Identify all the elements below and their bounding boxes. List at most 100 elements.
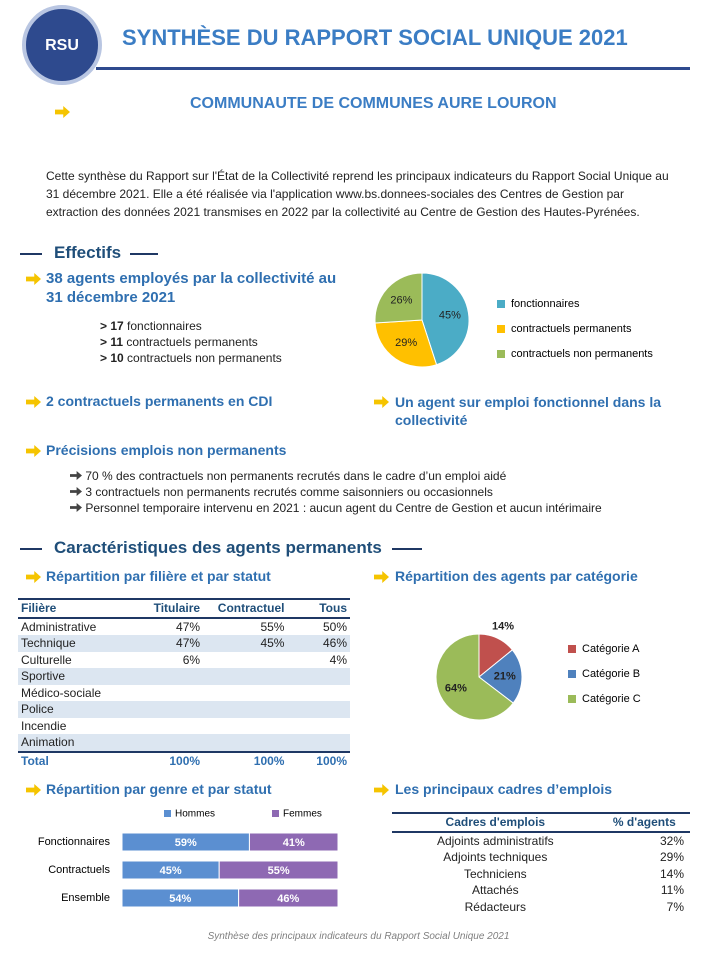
- arrow-icon: [374, 396, 389, 408]
- table-cell: 29%: [659, 850, 684, 865]
- legend-swatch: [568, 670, 576, 678]
- breakdown-list: > 17 fonctionnaires > 11 contractuels pe…: [100, 318, 282, 366]
- table-row: Incendie: [18, 718, 350, 735]
- table-cell: 47%: [176, 619, 201, 634]
- footer: Synthèse des principaux indicateurs du R…: [207, 931, 510, 942]
- table-cell: Adjoints techniques: [443, 850, 548, 865]
- count: > 17: [100, 319, 124, 333]
- column-header: % d'agents: [612, 815, 676, 830]
- table-row: Animation: [18, 734, 350, 752]
- column-header: Contractuel: [217, 601, 285, 616]
- table-cell: [287, 718, 350, 735]
- table-cell: [203, 685, 287, 702]
- slice-label: 29%: [395, 337, 417, 349]
- table-cell: [129, 668, 204, 685]
- precision-item: Personnel temporaire intervenu en 2021 :…: [70, 500, 602, 516]
- table-cell: Technique: [18, 635, 130, 652]
- breakdown-item: > 10 contractuels non permanents: [100, 350, 282, 366]
- subheading: Répartition par genre et par statut: [46, 781, 272, 797]
- section-rule: [130, 253, 158, 255]
- breakdown-item: > 11 contractuels permanents: [100, 334, 282, 350]
- bar-label: 59%: [175, 837, 197, 849]
- bar-label: 55%: [268, 865, 290, 877]
- header-row: Filière Titulaire Contractuel Tous: [18, 599, 350, 618]
- table-cell: [287, 734, 350, 752]
- pie-slice: [435, 633, 514, 721]
- legend-swatch: [568, 645, 576, 653]
- pie-slice: [374, 319, 438, 368]
- legend-label: contractuels non permanents: [511, 348, 653, 360]
- header-row: Cadres d'emplois % d'agents: [392, 813, 690, 832]
- table-cell: 6%: [182, 652, 201, 667]
- table-cell: Incendie: [21, 718, 67, 733]
- table-cell: Attachés: [471, 883, 519, 898]
- category-label: Ensemble: [61, 892, 110, 904]
- table-row: Technique 47% 45% 46%: [18, 635, 350, 652]
- bar-label: 54%: [169, 893, 191, 905]
- table-cell: Médico-sociale: [21, 685, 102, 700]
- table-cell: 7%: [666, 899, 684, 914]
- subheading: Les principaux cadres d’emplois: [395, 781, 613, 797]
- slice-label: 26%: [390, 295, 412, 307]
- table-cell: [287, 701, 350, 718]
- count: > 10: [100, 351, 124, 365]
- table-cell: Adjoints administratifs: [436, 833, 554, 848]
- legend-swatch: [497, 325, 505, 333]
- table-row: Sportive: [18, 668, 350, 685]
- arrow-icon: [26, 273, 41, 285]
- table-cell: 45%: [203, 635, 288, 652]
- column-header: Titulaire: [153, 601, 201, 616]
- table-cell: Administrative: [21, 619, 97, 634]
- table-row: Rédacteurs 7%: [392, 899, 690, 916]
- table-row: Police: [18, 701, 350, 718]
- category-label: Contractuels: [48, 864, 110, 876]
- table-cell: Rédacteurs: [464, 899, 526, 914]
- headline: 38 agents employés par la collectivité a…: [46, 270, 337, 306]
- pie-chart: 45% 29% 26% fonctionnaires contractuels perm…: [374, 272, 653, 368]
- bar-segment: [218, 860, 339, 880]
- label: contractuels non permanents: [127, 351, 282, 365]
- bar-label: 41%: [283, 837, 305, 849]
- text: 70 % des contractuels non permanents rec…: [85, 469, 507, 483]
- legend-label: contractuels permanents: [511, 323, 632, 335]
- table-row: Adjoints administratifs 32%: [392, 832, 690, 850]
- bar-label: 45%: [160, 865, 182, 877]
- arrow-icon: [374, 571, 389, 583]
- slice-label: 64%: [445, 682, 467, 694]
- arrow-icon: [70, 471, 82, 480]
- table-cell: 100%: [129, 750, 204, 769]
- table-cell: [203, 701, 288, 718]
- arrow-icon: [26, 445, 41, 457]
- table-cell: 32%: [659, 833, 684, 848]
- table-cell: 4%: [329, 652, 347, 667]
- highlight: 2 contractuels permanents en CDI: [46, 393, 273, 409]
- arrow-icon: [26, 571, 41, 583]
- legend-label: Catégorie B: [582, 668, 640, 680]
- table-cell: Total: [18, 750, 130, 769]
- table-row: Médico-sociale: [18, 685, 350, 702]
- text: Personnel temporaire intervenu en 2021 :…: [85, 501, 602, 515]
- table-cell: [203, 668, 288, 685]
- bar-segment: [248, 832, 339, 852]
- highlight: Un agent sur emploi fonctionnel dans la …: [395, 394, 662, 428]
- badge-circle: [22, 5, 102, 85]
- slice-label: 14%: [492, 620, 514, 632]
- label: fonctionnaires: [127, 319, 202, 333]
- pie-slice: [478, 649, 523, 704]
- table-cell: 47%: [129, 635, 204, 652]
- count: > 11: [100, 335, 124, 349]
- bar-label: 46%: [277, 893, 299, 905]
- table-cell: [287, 668, 350, 685]
- section-rule: [392, 548, 422, 550]
- table-cell: Animation: [18, 734, 130, 752]
- table-row: Adjoints techniques 29%: [392, 849, 690, 866]
- subheading: Répartition par filière et par statut: [46, 568, 271, 584]
- section-rule: [20, 253, 42, 255]
- table-cell: [129, 734, 204, 752]
- section-heading: Caractéristiques des agents permanents: [54, 538, 382, 557]
- legend-label: fonctionnaires: [511, 298, 580, 310]
- table-row: Administrative 47% 55% 50%: [18, 618, 350, 636]
- header-graphic: RSU: [22, 5, 690, 85]
- text: 3 contractuels non permanents recrutés c…: [85, 485, 493, 499]
